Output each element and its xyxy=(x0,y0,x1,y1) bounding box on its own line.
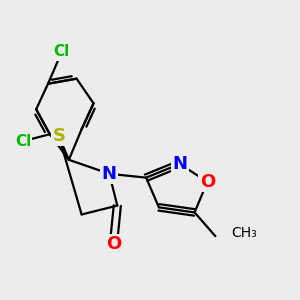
Text: O: O xyxy=(200,173,215,191)
Text: Cl: Cl xyxy=(15,134,31,148)
Text: N: N xyxy=(102,165,117,183)
Text: CH₃: CH₃ xyxy=(232,226,257,240)
Text: N: N xyxy=(172,155,187,173)
Text: Cl: Cl xyxy=(54,44,70,59)
Text: O: O xyxy=(106,235,121,253)
Text: S: S xyxy=(52,127,65,145)
